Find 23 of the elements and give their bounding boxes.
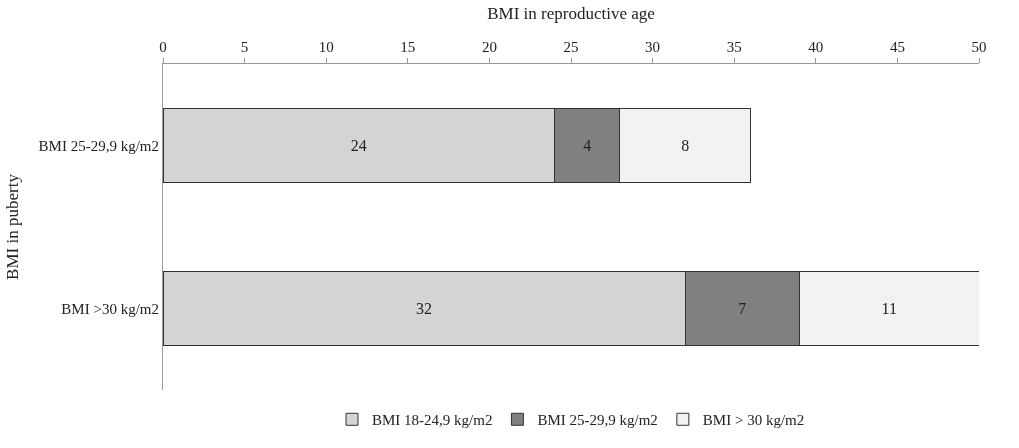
x-axis-title: BMI in reproductive age	[487, 3, 655, 23]
legend-label: BMI 25-29,9 kg/m2	[537, 412, 658, 429]
x-tick-label: 30	[645, 39, 661, 55]
x-tick-label: 45	[889, 39, 905, 55]
data-label: 8	[681, 137, 690, 155]
x-tick-label: 5	[240, 39, 249, 55]
y-axis-title: BMI in puberty	[3, 173, 23, 280]
x-tick-label: 50	[971, 39, 987, 55]
x-tick-label: 10	[318, 39, 334, 55]
data-label: 4	[583, 137, 592, 155]
legend-label: BMI > 30 kg/m2	[702, 412, 805, 429]
data-label: 7	[738, 300, 747, 318]
x-tick-label: 20	[481, 39, 497, 55]
data-label: 11	[881, 300, 897, 318]
legend-label: BMI 18-24,9 kg/m2	[372, 412, 493, 429]
x-tick-label: 35	[726, 39, 742, 55]
x-tick-label: 25	[563, 39, 579, 55]
data-label: 32	[416, 300, 433, 318]
x-tick-label: 15	[400, 39, 416, 55]
y-tick-label: BMI >30 kg/m2	[61, 300, 159, 317]
data-label: 24	[350, 137, 367, 155]
x-tick-label: 40	[808, 39, 824, 55]
x-tick-label: 0	[159, 39, 167, 55]
